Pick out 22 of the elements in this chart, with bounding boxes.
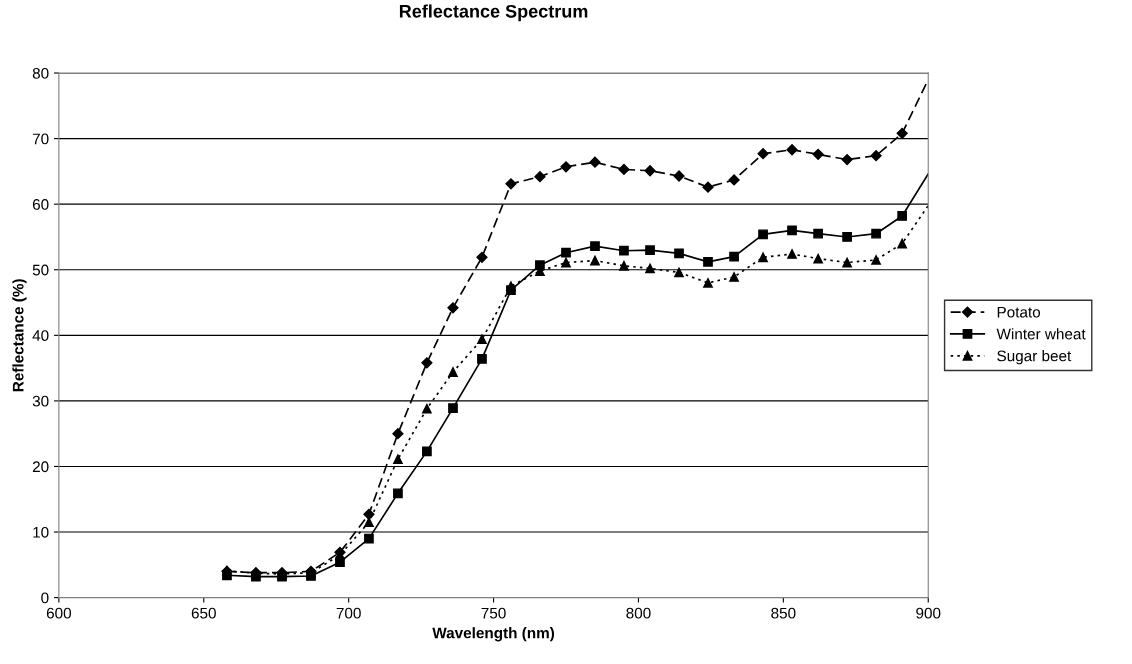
legend-label: Potato bbox=[997, 306, 1041, 318]
x-tick-label: 750 bbox=[481, 607, 506, 619]
y-tick-label: 70 bbox=[32, 133, 49, 145]
y-tick-label: 50 bbox=[32, 264, 49, 276]
chart-title: Reflectance Spectrum bbox=[399, 4, 588, 22]
y-tick-label: 20 bbox=[32, 461, 49, 473]
x-tick-label: 600 bbox=[46, 607, 72, 619]
x-tick-label: 850 bbox=[771, 607, 796, 619]
y-tick-label: 0 bbox=[41, 592, 49, 604]
x-tick-label: 700 bbox=[336, 607, 361, 619]
y-axis-title: Reflectance (%) bbox=[12, 279, 27, 392]
x-tick-label: 800 bbox=[626, 607, 651, 619]
y-tick-label: 30 bbox=[32, 395, 49, 407]
y-tick-label: 60 bbox=[32, 199, 49, 210]
legend-label: Sugar beet bbox=[997, 350, 1072, 365]
y-tick-label: 10 bbox=[33, 526, 49, 538]
y-tick-label: 40 bbox=[32, 330, 49, 342]
y-tick-label: 80 bbox=[32, 67, 49, 79]
x-axis-title: Wavelength (nm) bbox=[432, 627, 555, 642]
x-tick-label: 900 bbox=[916, 607, 941, 619]
x-tick-label: 650 bbox=[191, 607, 216, 619]
legend-label: Winter wheat bbox=[996, 328, 1086, 340]
